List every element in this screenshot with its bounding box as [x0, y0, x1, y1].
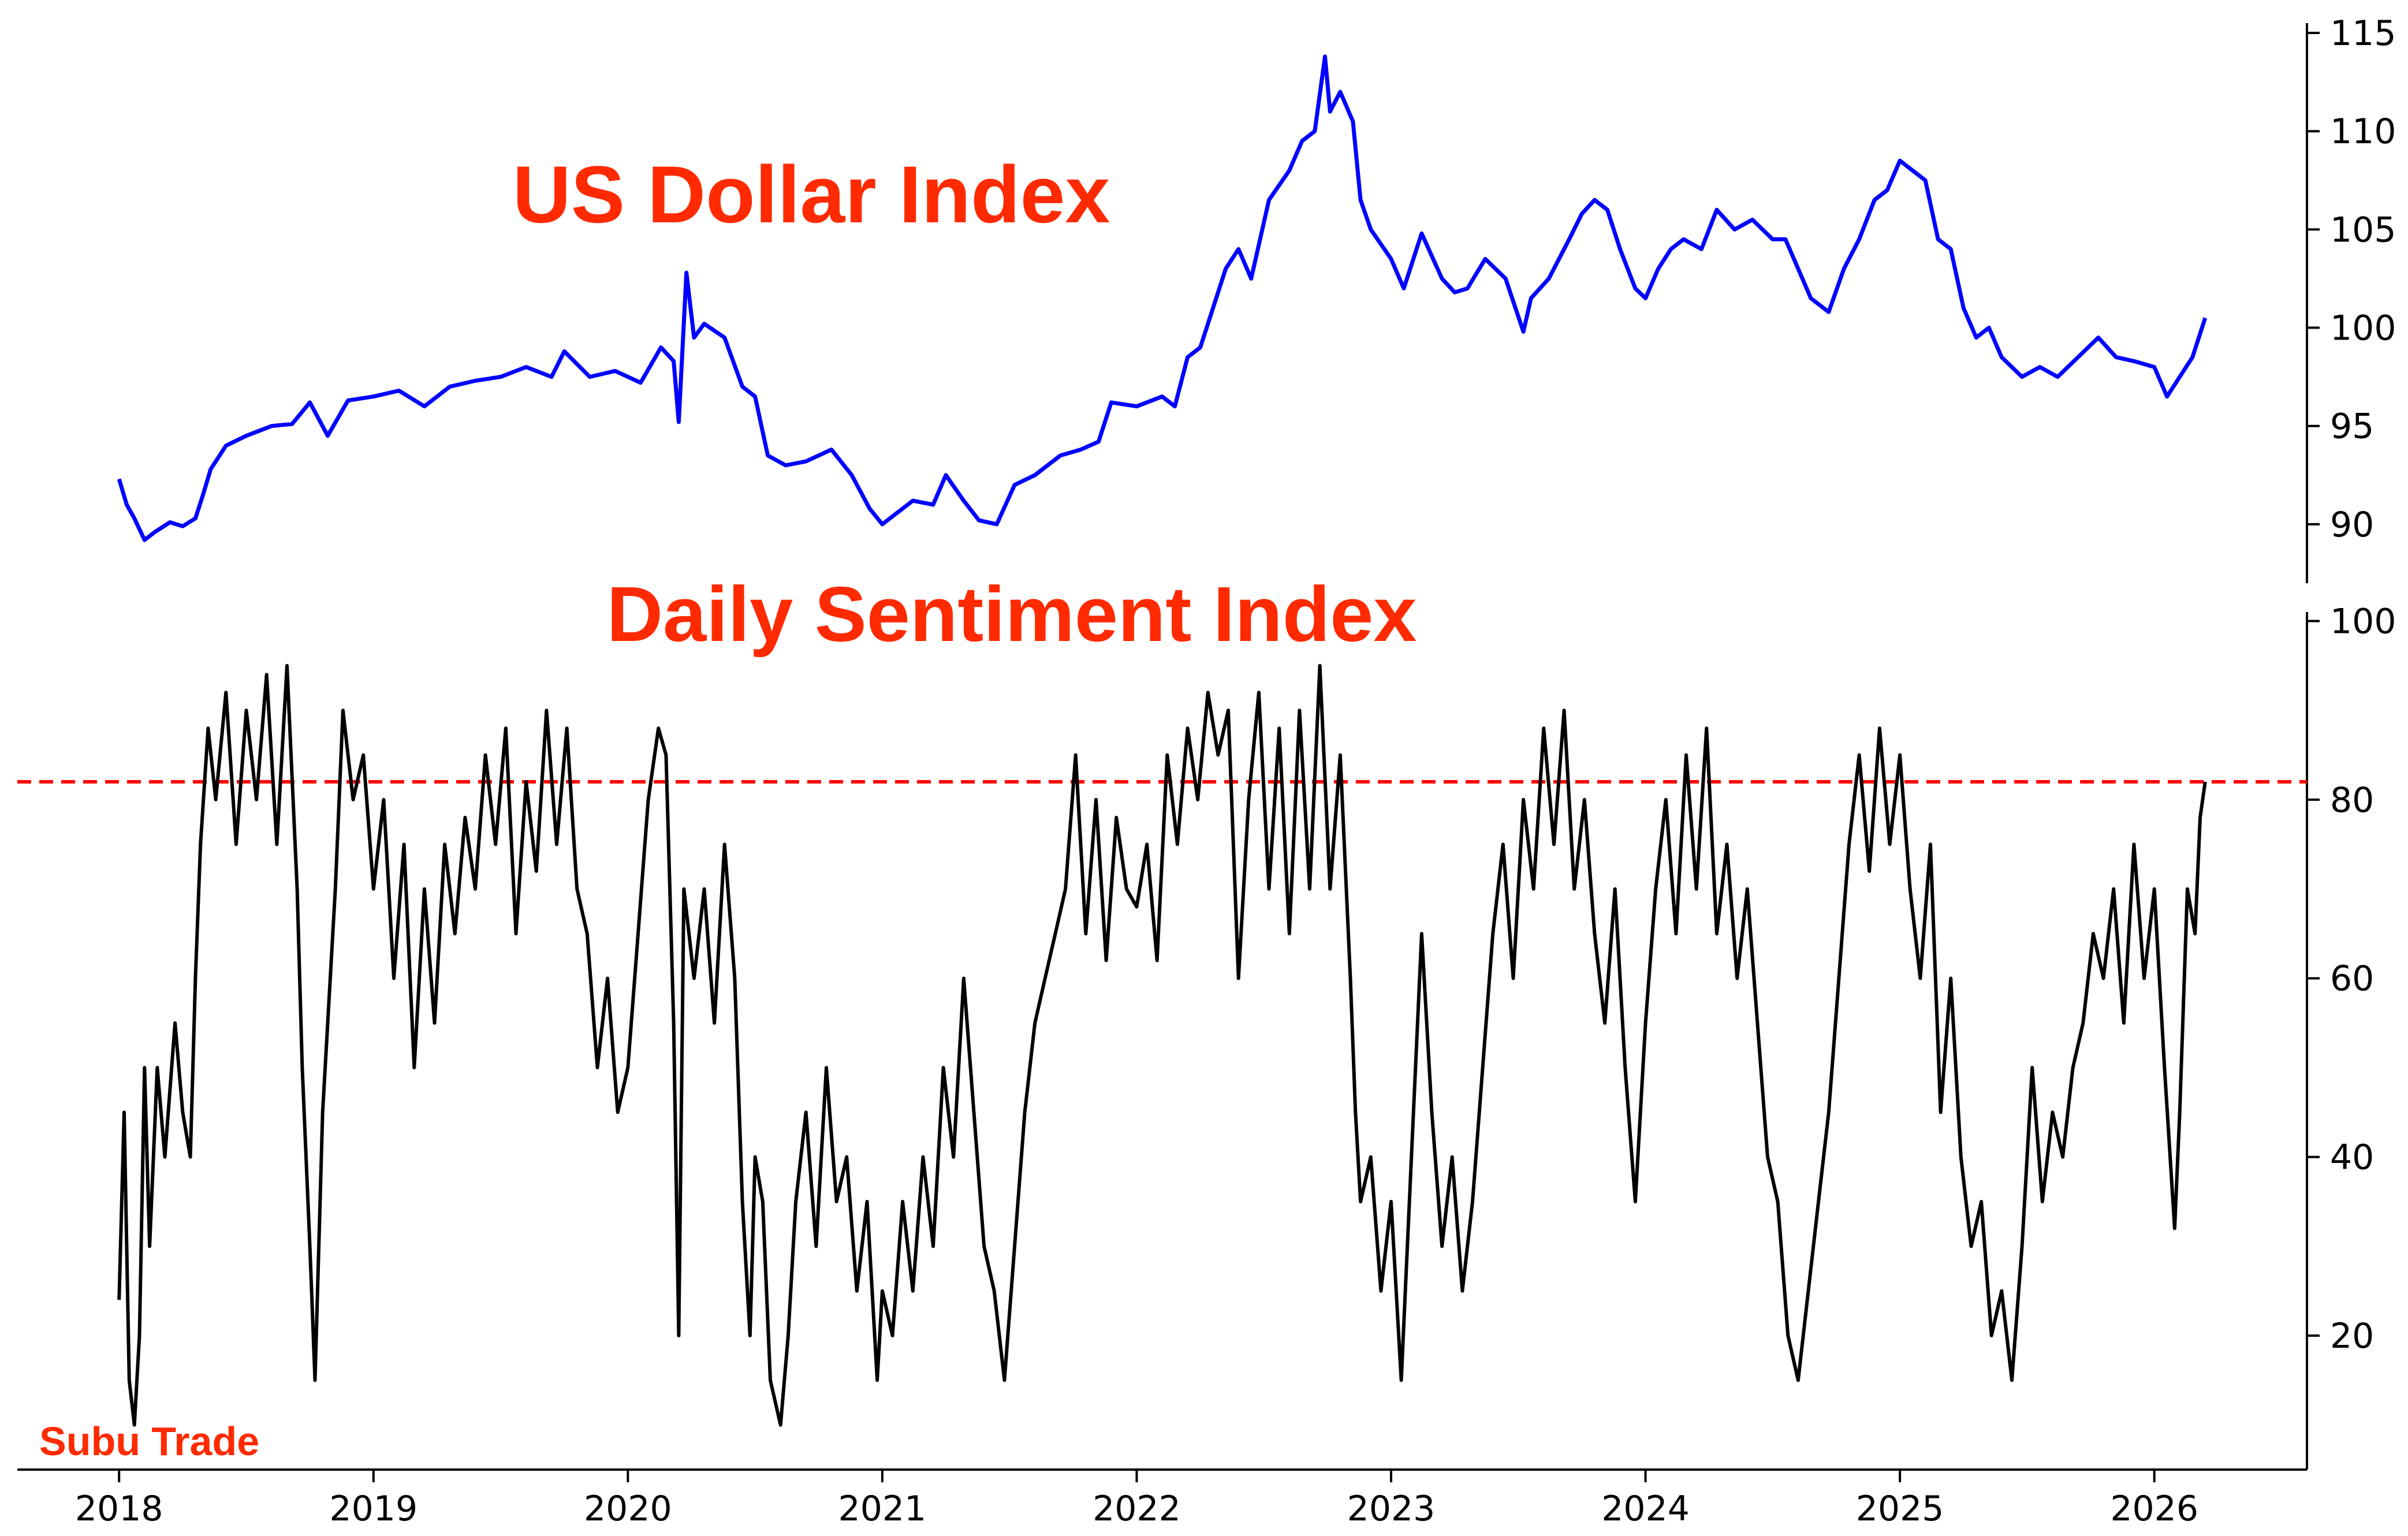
dollar-tick-label: 110: [2330, 111, 2396, 152]
dollar-tick-label: 95: [2330, 407, 2374, 447]
dollar-tick-label: 100: [2330, 308, 2396, 349]
sentiment-tick-label: 20: [2330, 1316, 2374, 1356]
watermark-text: Subu Trade: [39, 1419, 259, 1464]
sentiment-index-line: [117, 663, 2207, 1427]
dollar-title: US Dollar Index: [513, 149, 1110, 240]
dollar-tick-label: 115: [2330, 13, 2396, 54]
dollar-y-axis: 90 95 100 105 110 115: [2306, 13, 2396, 583]
x-tick-label: 2018: [75, 1489, 163, 1529]
dollar-tick-label: 105: [2330, 210, 2396, 250]
x-tick-label: 2019: [329, 1489, 418, 1529]
x-tick-label: 2025: [1856, 1489, 1944, 1529]
sentiment-tick-label: 100: [2330, 601, 2396, 642]
sentiment-tick-label: 80: [2330, 780, 2374, 821]
x-tick-label: 2026: [2110, 1489, 2198, 1529]
dollar-tick-label: 90: [2330, 505, 2374, 545]
sentiment-y-axis: 20 40 60 80 100: [2306, 601, 2396, 1470]
dollar-panel: 90 95 100 105 110 115 US Dollar Index: [117, 13, 2396, 583]
x-tick-label: 2023: [1347, 1489, 1436, 1529]
time-x-axis: 2018 2019 2020 2021 2022 2023 2024 2025 2026: [17, 1468, 2307, 1529]
sentiment-tick-label: 40: [2330, 1138, 2374, 1178]
x-tick-label: 2021: [838, 1489, 927, 1529]
x-tick-label: 2024: [1601, 1489, 1690, 1529]
sentiment-title: Daily Sentiment Index: [607, 571, 1417, 658]
x-tick-label: 2022: [1093, 1489, 1181, 1529]
sentiment-tick-label: 60: [2330, 959, 2374, 999]
x-tick-label: 2020: [584, 1489, 672, 1529]
dollar-index-line: [117, 54, 2208, 542]
